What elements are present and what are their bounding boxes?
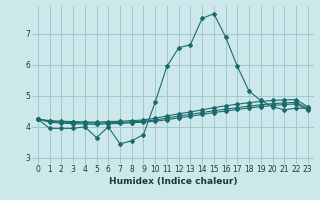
X-axis label: Humidex (Indice chaleur): Humidex (Indice chaleur) (108, 177, 237, 186)
